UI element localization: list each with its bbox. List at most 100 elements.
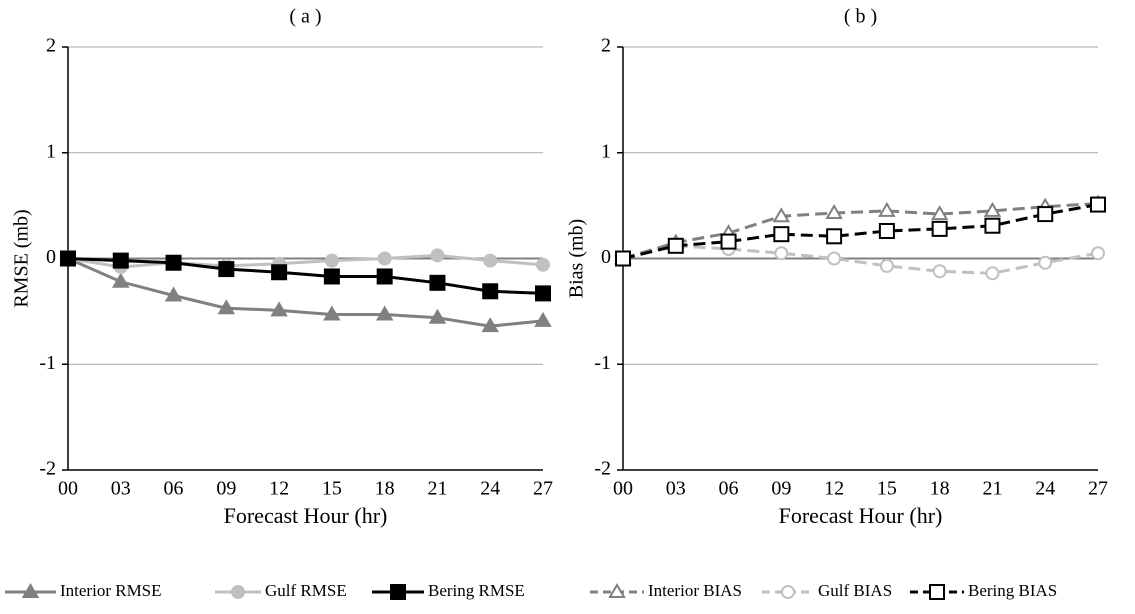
- marker: [483, 253, 498, 268]
- marker: [112, 252, 129, 269]
- x-tick-label: 18: [930, 478, 950, 500]
- x-tick-label: 09: [216, 478, 236, 500]
- legend-label: Gulf BIAS: [818, 581, 892, 600]
- marker: [429, 274, 446, 291]
- marker: [377, 251, 392, 266]
- x-tick-label: 09: [771, 478, 791, 500]
- marker: [1037, 206, 1054, 223]
- marker: [984, 217, 1001, 234]
- x-axis-label: Forecast Hour (hr): [224, 503, 388, 528]
- series-line: [622, 244, 1099, 275]
- legend-marker: [929, 584, 945, 600]
- marker: [983, 201, 1002, 217]
- marker: [165, 254, 182, 271]
- legend-marker: [781, 585, 795, 599]
- marker: [930, 205, 949, 221]
- x-tick-label: 24: [480, 478, 500, 500]
- legend-marker: [390, 584, 406, 600]
- x-axis-label: Forecast Hour (hr): [779, 503, 943, 528]
- series-line: [67, 257, 544, 295]
- marker: [60, 250, 76, 267]
- marker: [720, 233, 737, 250]
- y-tick-label: -2: [594, 458, 611, 480]
- marker: [218, 261, 235, 278]
- marker: [323, 268, 340, 285]
- x-tick-label: 27: [1088, 478, 1108, 500]
- x-tick-label: 12: [269, 478, 289, 500]
- x-tick-label: 27: [533, 478, 553, 500]
- marker: [825, 204, 843, 220]
- chart-title: ( b ): [844, 6, 877, 28]
- marker: [376, 268, 393, 285]
- marker: [112, 272, 130, 288]
- marker: [375, 305, 394, 321]
- x-tick-label: 06: [719, 478, 739, 500]
- marker: [323, 305, 341, 321]
- marker: [931, 220, 948, 237]
- x-tick-label: 21: [982, 478, 1002, 500]
- marker: [428, 308, 447, 324]
- legend-marker: [21, 583, 40, 598]
- x-tick-label: 06: [164, 478, 184, 500]
- marker: [826, 228, 843, 245]
- marker: [1091, 246, 1105, 261]
- marker: [481, 317, 499, 333]
- x-tick-label: 00: [58, 478, 78, 500]
- y-tick-label: 0: [46, 246, 56, 268]
- marker: [164, 286, 183, 302]
- legend-label: Interior RMSE: [60, 581, 162, 600]
- y-tick-label: 1: [601, 140, 611, 162]
- marker: [879, 258, 894, 273]
- marker: [535, 285, 551, 302]
- marker: [217, 299, 236, 315]
- legend-label: Interior BIAS: [648, 581, 742, 600]
- marker: [878, 223, 895, 240]
- y-axis-label: RMSE (mb): [11, 209, 33, 307]
- legend-label: Bering BIAS: [968, 581, 1057, 600]
- series-line: [67, 257, 544, 328]
- y-tick-label: -1: [39, 352, 56, 374]
- marker: [772, 207, 791, 223]
- marker: [615, 250, 631, 267]
- marker: [1090, 196, 1106, 213]
- marker: [985, 266, 1000, 281]
- marker: [430, 248, 445, 263]
- y-tick-label: 0: [601, 246, 611, 268]
- marker: [827, 251, 842, 266]
- x-tick-label: 15: [877, 478, 897, 500]
- y-tick-label: -2: [39, 458, 56, 480]
- chart-title: ( a ): [289, 6, 321, 28]
- marker: [774, 246, 789, 261]
- series-line: [622, 202, 1099, 260]
- legend-label: Bering RMSE: [428, 581, 525, 600]
- x-tick-label: 15: [322, 478, 342, 500]
- x-tick-label: 03: [111, 478, 131, 500]
- marker: [270, 301, 288, 317]
- x-tick-label: 18: [375, 478, 395, 500]
- y-tick-label: 1: [46, 140, 56, 162]
- x-tick-label: 00: [613, 478, 633, 500]
- marker: [878, 201, 896, 217]
- x-tick-label: 12: [824, 478, 844, 500]
- marker: [667, 237, 684, 254]
- marker: [534, 311, 552, 327]
- x-tick-label: 03: [666, 478, 686, 500]
- marker: [536, 257, 550, 272]
- marker: [324, 253, 339, 268]
- y-tick-label: 2: [46, 35, 56, 57]
- marker: [482, 283, 499, 300]
- x-tick-label: 24: [1035, 478, 1055, 500]
- y-tick-label: 2: [601, 35, 611, 57]
- y-tick-label: -1: [594, 352, 611, 374]
- legend-marker: [608, 583, 626, 598]
- marker: [773, 226, 790, 243]
- legend-label: Gulf RMSE: [265, 581, 347, 600]
- marker: [1038, 255, 1053, 270]
- series-line: [67, 253, 544, 269]
- x-tick-label: 21: [427, 478, 447, 500]
- y-axis-label: Bias (mb): [566, 219, 588, 298]
- marker: [271, 264, 288, 281]
- marker: [932, 264, 947, 279]
- legend-marker: [231, 585, 245, 599]
